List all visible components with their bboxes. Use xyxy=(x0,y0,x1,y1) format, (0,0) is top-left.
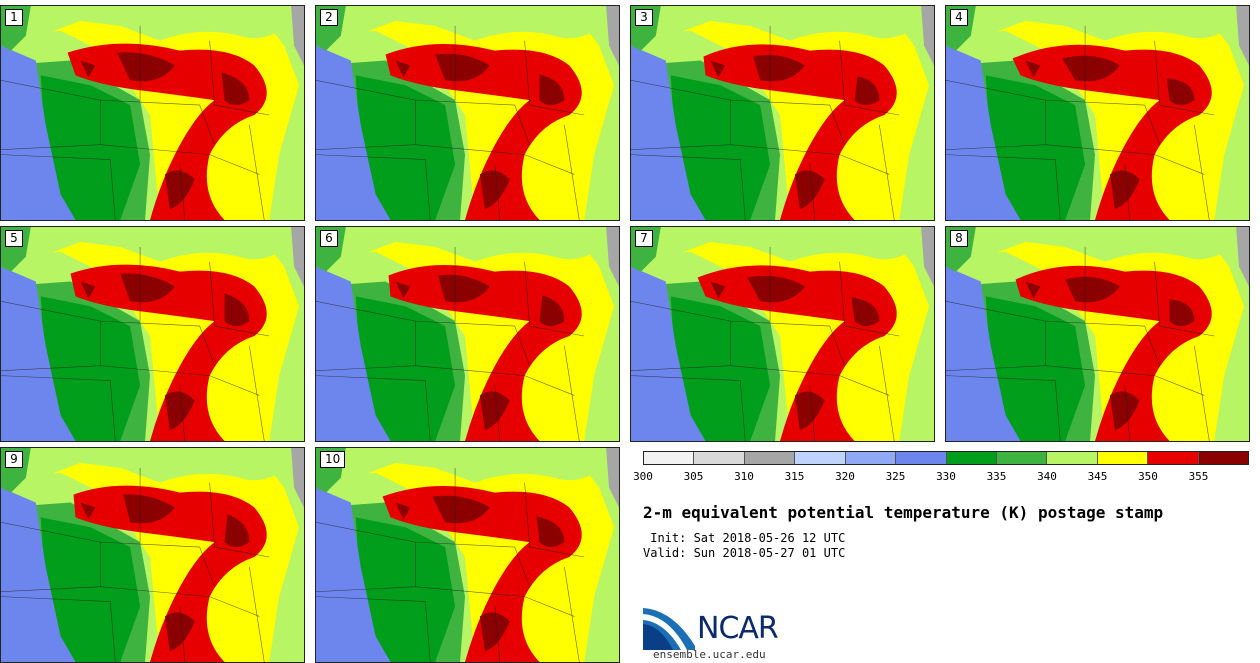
colorbar-swatch xyxy=(1198,452,1249,464)
colorbar-swatch xyxy=(1148,452,1199,464)
member-panel: 8 xyxy=(945,226,1250,442)
colorbar-tick-label: 355 xyxy=(1188,470,1209,483)
theta-e-map xyxy=(946,227,1249,441)
theta-e-map xyxy=(1,448,304,662)
colorbar-swatch xyxy=(694,452,745,464)
member-panel: 1 xyxy=(0,5,305,221)
member-panel: 10 xyxy=(315,447,620,663)
valid-time: Valid: Sun 2018-05-27 01 UTC xyxy=(643,546,846,560)
colorbar-tick-label: 335 xyxy=(986,470,1007,483)
member-number-label: 1 xyxy=(5,9,23,26)
member-number-label: 3 xyxy=(635,9,653,26)
member-number-label: 10 xyxy=(320,451,346,468)
colorbar-swatch xyxy=(744,452,796,464)
colorbar-tick-label: 325 xyxy=(885,470,906,483)
website-url: ensemble.ucar.edu xyxy=(653,648,766,661)
colorbar-tick-label: 315 xyxy=(784,470,805,483)
colorbar-tick-label: 330 xyxy=(936,470,956,483)
theta-e-map xyxy=(316,6,619,220)
member-panel: 3 xyxy=(630,5,935,221)
member-panel: 4 xyxy=(945,5,1250,221)
colorbar-tick-label: 350 xyxy=(1138,470,1158,483)
colorbar-tick-label: 340 xyxy=(1037,470,1057,483)
colorbar-swatch xyxy=(795,452,846,464)
colorbar-swatch xyxy=(996,452,1048,464)
ncar-logo-icon xyxy=(643,608,695,650)
colorbar-swatch xyxy=(644,452,695,464)
ncar-logo-text: NCAR xyxy=(697,611,779,646)
member-panel: 7 xyxy=(630,226,935,442)
colorbar-swatch xyxy=(896,452,947,464)
member-number-label: 4 xyxy=(950,9,968,26)
member-number-label: 6 xyxy=(320,230,338,247)
colorbar-tick-label: 320 xyxy=(835,470,855,483)
member-number-label: 9 xyxy=(5,451,23,468)
theta-e-map xyxy=(631,6,934,220)
colorbar-swatch xyxy=(1097,452,1149,464)
member-number-label: 2 xyxy=(320,9,338,26)
theta-e-map xyxy=(1,6,304,220)
member-number-label: 5 xyxy=(5,230,23,247)
colorbar-ticks: 300 305 310 315 320 325 330 335 340 345 350 355 xyxy=(633,470,1249,484)
colorbar-tick-label: 305 xyxy=(683,470,704,483)
theta-e-map xyxy=(631,227,934,441)
colorbar-swatch xyxy=(946,452,997,464)
member-panel: 2 xyxy=(315,5,620,221)
member-panel: 9 xyxy=(0,447,305,663)
member-number-label: 8 xyxy=(950,230,968,247)
colorbar-tick-label: 345 xyxy=(1087,470,1108,483)
colorbar-swatch xyxy=(845,452,897,464)
member-panel: 5 xyxy=(0,226,305,442)
theta-e-map xyxy=(1,227,304,441)
figure-title: 2-m equivalent potential temperature (K)… xyxy=(643,503,1164,522)
theta-e-map xyxy=(316,448,619,662)
member-panel: 6 xyxy=(315,226,620,442)
theta-e-map xyxy=(316,227,619,441)
colorbar-swatch xyxy=(1047,452,1098,464)
colorbar xyxy=(643,451,1249,465)
colorbar-tick-label: 300 xyxy=(633,470,653,483)
member-number-label: 7 xyxy=(635,230,653,247)
colorbar-tick-label: 310 xyxy=(734,470,754,483)
init-time: Init: Sat 2018-05-26 12 UTC xyxy=(643,531,846,545)
theta-e-map xyxy=(946,6,1249,220)
